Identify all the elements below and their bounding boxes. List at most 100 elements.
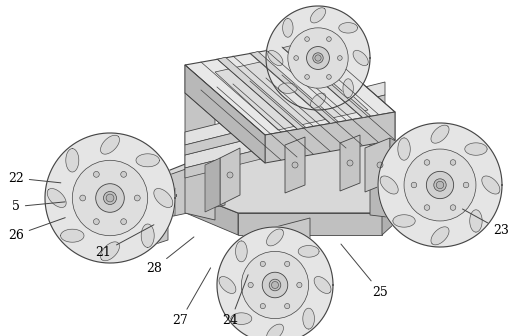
Circle shape — [227, 172, 233, 178]
Polygon shape — [282, 46, 370, 118]
Polygon shape — [235, 241, 247, 262]
Polygon shape — [60, 229, 84, 242]
Circle shape — [313, 53, 323, 63]
Polygon shape — [205, 158, 220, 212]
Polygon shape — [482, 176, 500, 194]
Polygon shape — [431, 125, 449, 143]
Circle shape — [292, 162, 298, 168]
Polygon shape — [311, 8, 325, 23]
Polygon shape — [185, 105, 385, 168]
Polygon shape — [215, 52, 368, 130]
Circle shape — [294, 56, 298, 60]
Circle shape — [106, 194, 114, 202]
Circle shape — [103, 192, 117, 205]
Polygon shape — [398, 138, 410, 160]
Polygon shape — [118, 215, 125, 254]
Circle shape — [96, 184, 125, 212]
Circle shape — [72, 160, 148, 236]
Polygon shape — [431, 227, 449, 245]
Circle shape — [241, 251, 308, 319]
Circle shape — [404, 149, 476, 221]
Polygon shape — [217, 57, 305, 129]
Polygon shape — [393, 215, 415, 227]
Circle shape — [285, 261, 290, 266]
Polygon shape — [185, 65, 215, 220]
Circle shape — [262, 272, 288, 298]
Circle shape — [411, 182, 417, 188]
Polygon shape — [245, 218, 310, 270]
Polygon shape — [66, 149, 79, 172]
Circle shape — [121, 171, 127, 177]
Text: 25: 25 — [341, 244, 388, 299]
Circle shape — [463, 182, 469, 188]
Polygon shape — [217, 227, 333, 336]
Polygon shape — [298, 246, 319, 257]
Circle shape — [424, 160, 430, 165]
Text: 27: 27 — [172, 268, 210, 327]
Polygon shape — [378, 123, 502, 247]
Circle shape — [434, 179, 446, 191]
Circle shape — [135, 195, 140, 201]
Polygon shape — [185, 65, 265, 163]
Circle shape — [260, 261, 266, 266]
Circle shape — [450, 160, 456, 165]
Circle shape — [315, 55, 321, 61]
Polygon shape — [154, 188, 173, 207]
Polygon shape — [267, 229, 284, 246]
Polygon shape — [382, 178, 420, 235]
Polygon shape — [303, 308, 314, 329]
Polygon shape — [380, 176, 398, 194]
Circle shape — [326, 37, 331, 41]
Polygon shape — [245, 255, 310, 278]
Circle shape — [424, 205, 430, 210]
Text: 22: 22 — [8, 172, 61, 184]
Polygon shape — [155, 188, 175, 222]
Circle shape — [326, 75, 331, 79]
Polygon shape — [282, 18, 293, 37]
Circle shape — [285, 303, 290, 309]
Polygon shape — [150, 143, 415, 213]
Polygon shape — [470, 210, 482, 232]
Polygon shape — [125, 205, 168, 254]
Polygon shape — [250, 51, 338, 124]
Polygon shape — [365, 138, 390, 192]
Polygon shape — [339, 23, 358, 33]
Polygon shape — [238, 213, 382, 235]
Circle shape — [288, 28, 348, 88]
Circle shape — [305, 37, 310, 41]
Polygon shape — [340, 135, 360, 191]
Polygon shape — [285, 137, 305, 193]
Text: 21: 21 — [95, 225, 154, 258]
Text: 24: 24 — [223, 275, 248, 327]
Polygon shape — [314, 277, 331, 293]
Polygon shape — [101, 242, 119, 261]
Polygon shape — [47, 188, 66, 207]
Circle shape — [93, 171, 99, 177]
Text: 26: 26 — [8, 218, 65, 242]
Circle shape — [260, 303, 266, 309]
Polygon shape — [185, 118, 385, 178]
Polygon shape — [390, 138, 408, 195]
Text: 23: 23 — [463, 209, 509, 237]
Circle shape — [80, 195, 86, 201]
Polygon shape — [265, 112, 395, 163]
Polygon shape — [353, 50, 368, 66]
Circle shape — [306, 47, 330, 70]
Polygon shape — [231, 313, 252, 325]
Polygon shape — [465, 143, 487, 155]
Circle shape — [271, 282, 278, 289]
Polygon shape — [311, 93, 325, 108]
Polygon shape — [150, 178, 238, 235]
Circle shape — [426, 171, 454, 199]
Polygon shape — [375, 152, 415, 200]
Circle shape — [450, 205, 456, 210]
Circle shape — [269, 279, 281, 291]
Polygon shape — [267, 324, 284, 336]
Circle shape — [93, 219, 99, 224]
Polygon shape — [219, 277, 236, 293]
Circle shape — [377, 162, 383, 168]
Text: 28: 28 — [146, 237, 194, 275]
Circle shape — [338, 56, 342, 60]
Polygon shape — [343, 79, 354, 97]
Polygon shape — [136, 154, 160, 167]
